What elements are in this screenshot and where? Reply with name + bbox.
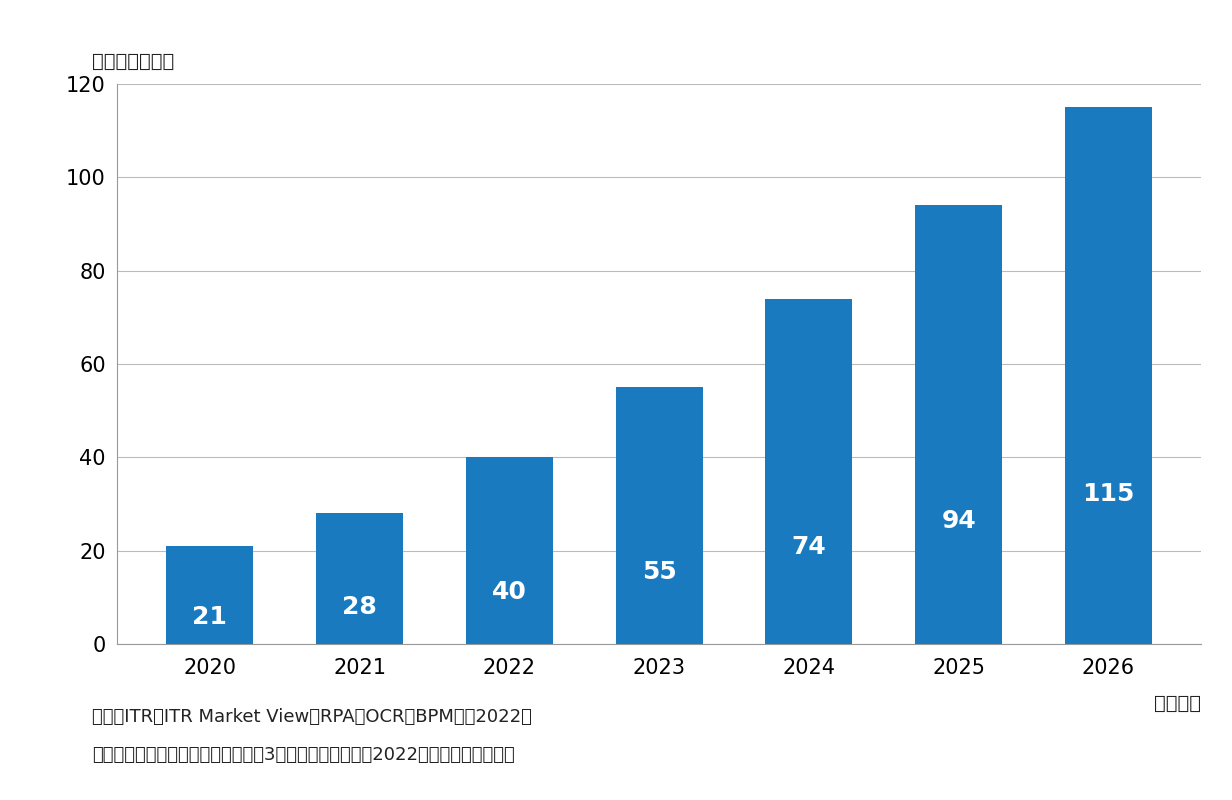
Bar (317, 514, 403, 644)
Bar (765, 298, 853, 644)
Bar (166, 546, 254, 644)
Text: 出典：ITR『ITR Market View：RPA／OCR／BPM市場2022』: 出典：ITR『ITR Market View：RPA／OCR／BPM市場2022… (92, 708, 532, 726)
Bar (616, 387, 702, 644)
Bar (466, 458, 553, 644)
Text: （単位：億円）: （単位：億円） (92, 52, 175, 71)
Text: ＊ベンダーの売上金額を対象とし、3月期ベースで換算。2022年度以降は予渡値。: ＊ベンダーの売上金額を対象とし、3月期ベースで換算。2022年度以降は予渡値。 (92, 746, 515, 763)
Text: 21: 21 (192, 605, 227, 629)
Bar (1064, 107, 1152, 644)
Text: 55: 55 (642, 560, 676, 584)
Text: 94: 94 (941, 509, 976, 533)
Text: 115: 115 (1082, 482, 1135, 506)
Bar (915, 206, 1002, 644)
Text: （年度）: （年度） (1154, 694, 1201, 714)
Text: 74: 74 (791, 535, 827, 559)
Text: 28: 28 (342, 595, 377, 619)
Text: 40: 40 (492, 580, 527, 604)
